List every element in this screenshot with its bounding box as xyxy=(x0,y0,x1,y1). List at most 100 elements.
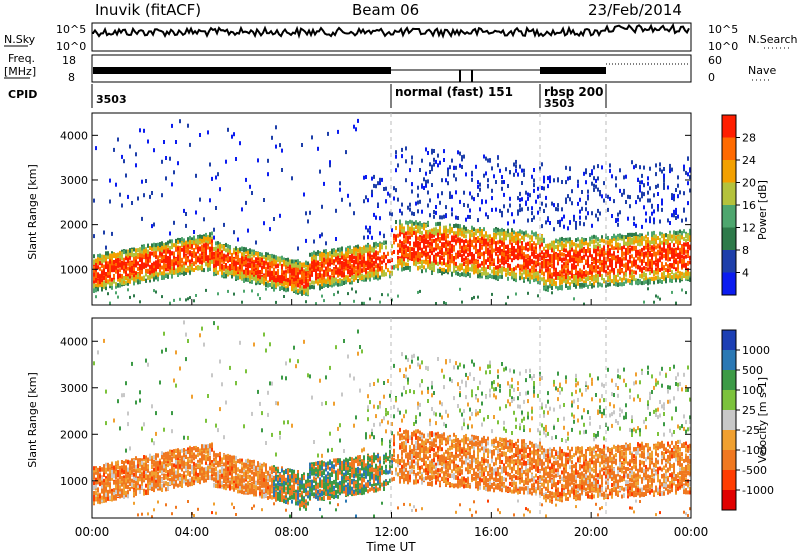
heatmap-cell xyxy=(547,271,549,276)
heatmap-cell xyxy=(439,246,441,251)
heatmap-cell xyxy=(405,236,407,241)
heatmap-cell xyxy=(513,253,515,257)
heatmap-cell xyxy=(565,275,567,280)
heatmap-cell xyxy=(141,249,143,254)
heatmap-cell xyxy=(531,274,533,279)
heatmap-cell xyxy=(437,163,439,168)
heatmap-cell xyxy=(251,191,253,195)
heatmap-cell xyxy=(289,278,291,282)
heatmap-cell xyxy=(241,256,243,261)
heatmap-cell xyxy=(201,251,203,256)
heatmap-cell xyxy=(423,234,425,239)
heatmap-cell xyxy=(131,264,133,269)
heatmap-cell xyxy=(549,221,551,225)
heatmap-cell xyxy=(461,165,463,169)
heatmap-cell xyxy=(223,273,225,278)
heatmap-cell xyxy=(161,241,163,246)
heatmap-cell xyxy=(347,292,349,296)
heatmap-cell xyxy=(351,259,353,264)
heatmap-cell xyxy=(511,228,513,233)
heatmap-cell xyxy=(153,289,155,293)
heatmap-cell xyxy=(531,252,533,257)
heatmap-cell xyxy=(389,274,391,279)
heatmap-cell xyxy=(301,267,303,272)
heatmap-cell xyxy=(219,264,221,269)
heatmap-cell xyxy=(565,264,567,269)
heatmap-cell xyxy=(505,250,507,255)
heatmap-cell xyxy=(439,231,441,236)
heatmap-cell xyxy=(435,159,437,164)
heatmap-cell xyxy=(499,235,501,240)
heatmap-cell xyxy=(351,287,353,291)
heatmap-cell xyxy=(231,274,233,279)
heatmap-cell xyxy=(275,144,277,149)
heatmap-cell xyxy=(401,258,403,263)
heatmap-cell xyxy=(379,257,381,262)
heatmap-cell xyxy=(113,261,115,266)
heatmap-cell xyxy=(375,241,377,246)
heatmap-cell xyxy=(235,266,237,271)
heatmap-cell xyxy=(491,254,493,259)
heatmap-cell xyxy=(209,198,211,203)
heatmap-cell xyxy=(133,294,135,298)
heatmap-cell xyxy=(345,150,347,155)
heatmap-cell xyxy=(95,271,97,276)
heatmap-cell xyxy=(447,242,449,247)
heatmap-cell xyxy=(267,263,269,268)
heatmap-cell xyxy=(337,255,339,260)
heatmap-cell xyxy=(109,263,111,268)
heatmap-cell xyxy=(129,269,131,274)
heatmap-cell xyxy=(405,244,407,249)
heatmap-cell xyxy=(491,196,493,201)
heatmap-cell xyxy=(489,158,491,163)
heatmap-cell xyxy=(139,253,141,258)
heatmap-cell xyxy=(199,256,201,261)
heatmap-cell xyxy=(569,220,571,225)
heatmap-cell xyxy=(515,237,517,242)
heatmap-cell xyxy=(511,246,513,251)
heatmap-cell xyxy=(551,278,553,283)
heatmap-cell xyxy=(173,256,175,261)
heatmap-cell xyxy=(535,199,537,204)
heatmap-cell xyxy=(161,272,163,277)
heatmap-cell xyxy=(411,211,413,216)
heatmap-cell xyxy=(583,265,585,270)
heatmap-cell xyxy=(491,292,493,296)
heatmap-cell xyxy=(327,279,329,284)
heatmap-cell xyxy=(395,154,397,159)
heatmap-cell xyxy=(501,260,503,265)
heatmap-cell xyxy=(519,270,521,275)
heatmap-cell xyxy=(169,301,171,305)
heatmap-cell xyxy=(547,275,549,280)
heatmap-cell xyxy=(349,250,351,254)
heatmap-cell xyxy=(385,240,387,245)
heatmap-cell xyxy=(475,239,477,244)
heatmap-cell xyxy=(357,248,359,253)
heatmap-cell xyxy=(109,253,111,258)
heatmap-cell xyxy=(405,178,407,183)
heatmap-cell xyxy=(473,270,475,275)
heatmap-cell xyxy=(365,269,367,274)
heatmap-cell xyxy=(197,244,199,248)
heatmap-cell xyxy=(121,278,123,283)
heatmap-cell xyxy=(129,263,131,268)
heatmap-cell xyxy=(319,169,321,174)
heatmap-cell xyxy=(119,268,121,273)
heatmap-cell xyxy=(533,188,535,193)
heatmap-cell xyxy=(317,260,319,265)
heatmap-cell xyxy=(265,275,267,280)
heatmap-cell xyxy=(431,266,433,271)
nsky-label: N.Sky xyxy=(4,33,36,46)
heatmap-cell xyxy=(133,263,135,267)
heatmap-cell xyxy=(513,267,515,272)
heatmap-cell xyxy=(455,234,457,239)
heatmap-cell xyxy=(335,208,337,213)
heatmap-cell xyxy=(441,271,443,276)
heatmap-cell xyxy=(431,167,433,172)
heatmap-cell xyxy=(319,253,321,258)
heatmap-cell xyxy=(499,248,501,253)
heatmap-cell xyxy=(341,197,343,202)
heatmap-cell xyxy=(463,270,465,275)
heatmap-cell xyxy=(585,251,587,256)
heatmap-cell xyxy=(181,259,183,264)
